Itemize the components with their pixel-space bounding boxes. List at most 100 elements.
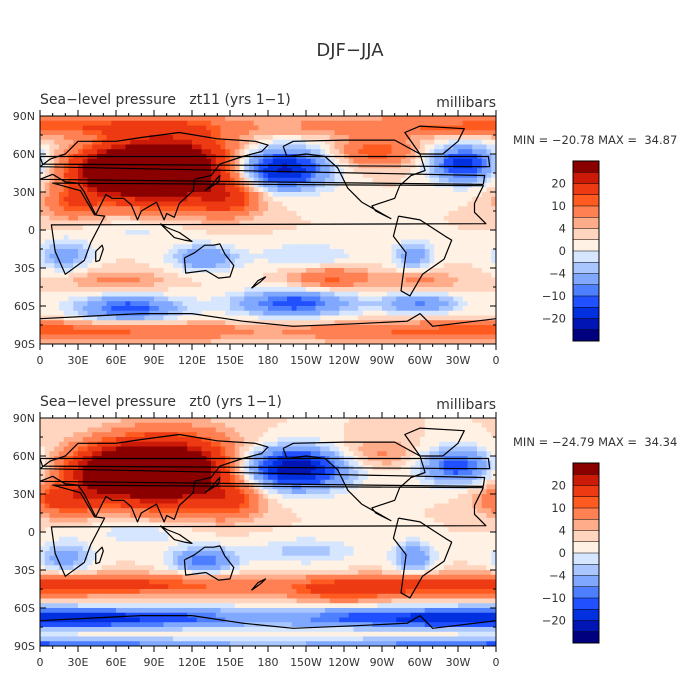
pressure-cell (315, 329, 321, 335)
pressure-cell (101, 291, 107, 297)
pressure-cell (49, 135, 55, 141)
pressure-cell (401, 130, 407, 136)
pressure-cell (59, 306, 65, 312)
pressure-cell (54, 135, 60, 141)
pressure-cell (325, 158, 331, 164)
pressure-cell (486, 306, 492, 312)
units-label: millibars (436, 397, 496, 413)
pressure-cell (491, 168, 496, 174)
pressure-cell (87, 287, 93, 293)
pressure-cell (344, 258, 350, 264)
pressure-cell (486, 296, 492, 302)
pressure-cell (363, 258, 369, 264)
colorbar-swatch (573, 161, 599, 173)
pressure-cell (78, 116, 84, 122)
pressure-cell (386, 258, 392, 264)
pressure-cell (173, 163, 179, 169)
pressure-cell (491, 334, 496, 340)
pressure-cell (353, 158, 359, 164)
pressure-cell (329, 144, 335, 150)
pressure-cell (462, 239, 468, 245)
pressure-cell (82, 182, 88, 188)
pressure-cell (415, 253, 421, 259)
pressure-cell (163, 277, 169, 283)
pressure-cell (472, 135, 478, 141)
pressure-cell (258, 334, 264, 340)
pressure-cell (372, 418, 378, 424)
pressure-cell (149, 258, 155, 264)
pressure-cell (391, 173, 397, 179)
pressure-cell (87, 158, 93, 164)
pressure-cell (63, 163, 69, 169)
pressure-cell (391, 116, 397, 122)
pressure-cell (182, 130, 188, 136)
pressure-cell (220, 334, 226, 340)
pressure-cell (111, 268, 117, 274)
pressure-cell (120, 320, 126, 326)
pressure-cell (44, 339, 50, 344)
pressure-cell (382, 139, 388, 145)
pressure-cell (263, 215, 269, 221)
pressure-cell (101, 287, 107, 293)
pressure-cell (249, 334, 255, 340)
pressure-cell (101, 158, 107, 164)
pressure-cell (329, 173, 335, 179)
pressure-cell (263, 116, 269, 122)
pressure-cell (125, 144, 131, 150)
pressure-cell (120, 215, 126, 221)
pressure-cell (272, 201, 278, 207)
pressure-cell (97, 320, 103, 326)
pressure-cell (177, 239, 183, 245)
pressure-cell (405, 225, 411, 231)
pressure-cell (154, 206, 160, 212)
lat-label: 90N (13, 110, 35, 123)
pressure-cell (358, 287, 364, 293)
pressure-cell (135, 220, 141, 226)
pressure-cell (187, 268, 193, 274)
pressure-cell (386, 263, 392, 269)
pressure-cell (196, 158, 202, 164)
pressure-cell (405, 206, 411, 212)
pressure-cell (377, 258, 383, 264)
pressure-cell (78, 125, 84, 131)
pressure-cell (386, 206, 392, 212)
pressure-cell (249, 120, 255, 126)
pressure-cell (120, 220, 126, 226)
pressure-cell (225, 329, 231, 335)
lat-label: 60S (14, 300, 35, 313)
pressure-cell (130, 116, 136, 122)
pressure-cell (154, 272, 160, 278)
pressure-cell (111, 244, 117, 250)
pressure-cell (125, 310, 131, 316)
pressure-cell (287, 329, 293, 335)
pressure-cell (287, 282, 293, 288)
pressure-cell (367, 339, 373, 344)
pressure-cell (149, 272, 155, 278)
pressure-cell (443, 263, 449, 269)
pressure-cell (386, 277, 392, 283)
pressure-cell (40, 168, 46, 174)
lon-label: 30E (68, 354, 89, 367)
pressure-cell (396, 125, 402, 131)
pressure-cell (401, 301, 407, 307)
pressure-cell (472, 249, 478, 255)
pressure-cell (168, 192, 174, 198)
pressure-cell (477, 196, 483, 202)
pressure-cell (472, 272, 478, 278)
pressure-cell (144, 320, 150, 326)
pressure-cell (443, 230, 449, 236)
pressure-cell (391, 225, 397, 231)
pressure-cell (101, 277, 107, 283)
pressure-cell (220, 329, 226, 335)
pressure-cell (206, 291, 212, 297)
pressure-cell (215, 249, 221, 255)
pressure-cell (391, 196, 397, 202)
pressure-cell (87, 272, 93, 278)
pressure-cell (486, 239, 492, 245)
pressure-cell (230, 418, 236, 424)
pressure-cell (220, 220, 226, 226)
pressure-cell (348, 244, 354, 250)
coastline (50, 182, 487, 275)
pressure-cell (111, 301, 117, 307)
pressure-cell (410, 177, 416, 183)
